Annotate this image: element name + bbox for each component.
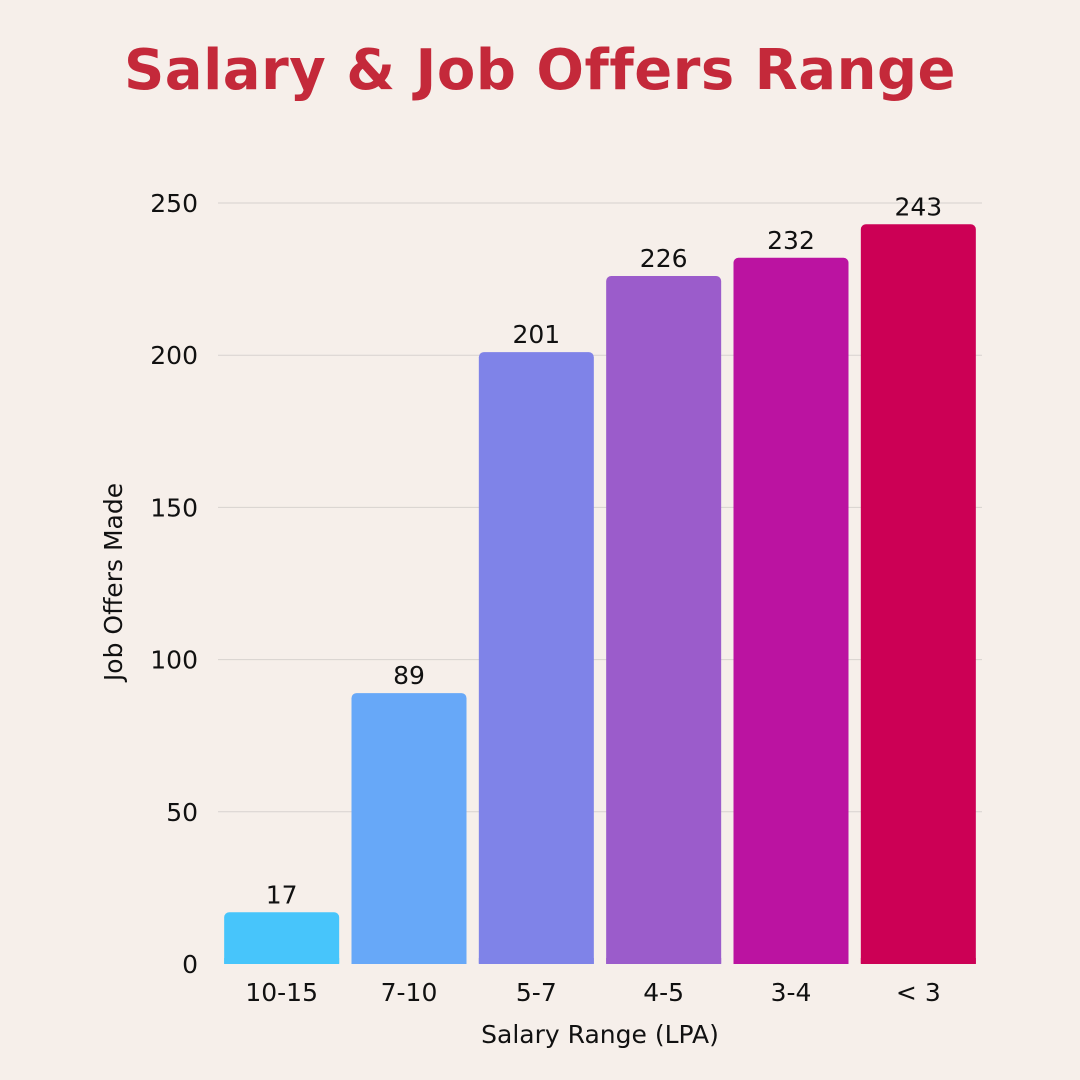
bar-base: [733, 958, 849, 964]
bar-base: [224, 958, 340, 964]
bar-base: [606, 958, 722, 964]
x-tick-label: 7-10: [381, 978, 438, 1007]
y-tick-label: 200: [150, 341, 198, 370]
y-axis-label: Job Offers Made: [99, 483, 128, 683]
x-tick-label: 3-4: [771, 978, 812, 1007]
bar: [606, 276, 722, 968]
x-tick-label: 10-15: [245, 978, 318, 1007]
bar: [224, 912, 340, 968]
gridlines: [218, 202, 982, 813]
bars: [216, 224, 984, 970]
data-label: 226: [640, 244, 688, 273]
bar: [478, 352, 594, 968]
bar: [733, 257, 849, 968]
bar-base: [478, 958, 594, 964]
y-axis-ticks: 0 50 100 150 200 250: [150, 189, 198, 979]
bar: [860, 224, 976, 969]
y-tick-label: 150: [150, 493, 198, 522]
x-tick-label: 4-5: [643, 978, 684, 1007]
y-tick-label: 250: [150, 189, 198, 218]
bar: [351, 693, 467, 968]
bar-base: [860, 958, 976, 964]
x-axis-ticks: 10-15 7-10 5-7 4-5 3-4 < 3: [245, 978, 940, 1007]
axis-baseline-mask: [216, 964, 984, 970]
x-tick-label: < 3: [896, 978, 941, 1007]
bar-base: [351, 958, 467, 964]
data-label: 201: [512, 320, 560, 349]
data-label: 243: [894, 192, 942, 221]
data-label: 232: [767, 226, 815, 255]
y-tick-label: 50: [166, 798, 198, 827]
y-tick-label: 100: [150, 646, 198, 675]
data-label: 17: [266, 880, 298, 909]
x-tick-label: 5-7: [516, 978, 557, 1007]
data-labels: 17 89 201 226 232 243: [266, 192, 942, 909]
chart-title: Salary & Job Offers Range: [123, 38, 957, 103]
y-tick-label: 0: [182, 950, 198, 979]
data-label: 89: [393, 661, 425, 690]
x-axis-label: Salary Range (LPA): [481, 1020, 719, 1049]
